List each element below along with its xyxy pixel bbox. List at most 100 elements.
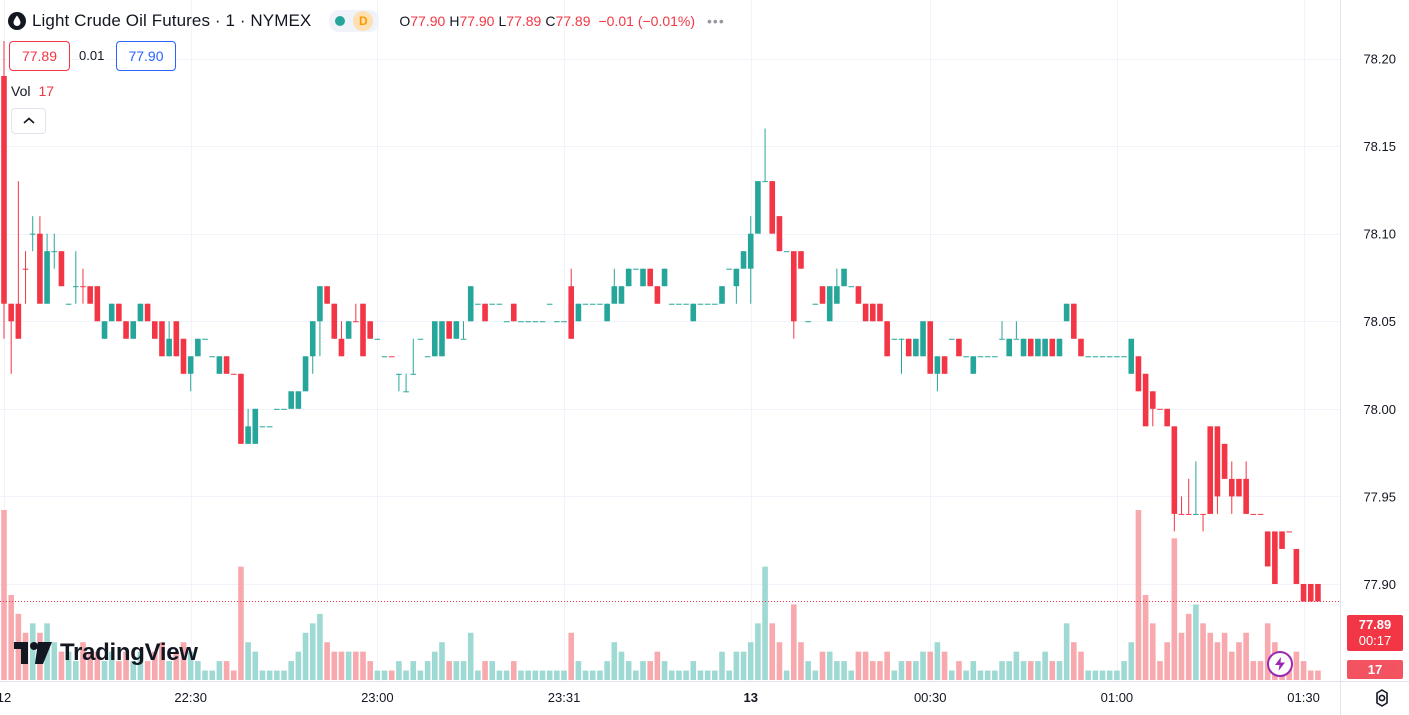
volume-bar [496,670,503,680]
candle-body [956,338,962,357]
candle-body [1035,338,1041,357]
volume-bar [1150,623,1156,680]
candle-body [1099,356,1106,358]
candle-body [388,356,395,358]
candle-body [8,303,14,322]
candle-body [87,286,93,304]
candle-body [1164,408,1170,427]
volume-bar [1056,661,1063,680]
volume-bar [769,623,776,680]
high-value: 77.90 [459,13,495,29]
candle-body [1279,531,1285,549]
candle-body [913,338,919,357]
volume-bar [187,651,194,680]
volume-bar [834,661,840,680]
volume-bar [202,670,208,680]
candle-body [848,286,855,288]
candle-body [539,321,546,323]
volume-bar [1243,632,1249,680]
volume-bar [891,670,898,680]
volume-bar [697,670,704,680]
candle-body [44,251,50,304]
candle-body [309,321,316,357]
volume-bar [503,670,510,680]
volume-bar [1135,510,1142,680]
volume-bar [252,651,259,680]
candle-body [747,233,754,269]
candle-body [597,303,603,305]
candle-body [941,356,948,374]
candle-body [266,426,273,428]
volume-bar [625,661,632,680]
candle-body [884,321,890,357]
high-label: H [449,13,460,29]
volume-bar [690,661,697,680]
volume-bar [618,651,625,680]
volume-bar [1307,670,1314,680]
symbol-title[interactable]: Light Crude Oil Futures · 1 · NYMEX [32,11,312,30]
candle-body [611,286,618,304]
candle-body [740,251,747,269]
volume-bar [776,642,783,680]
bar-countdown: 00:17 [1358,633,1392,648]
candle-body [963,356,969,358]
candle-body [905,338,912,357]
volume-bar [905,661,912,680]
tradingview-logo[interactable]: TradingView [14,639,198,667]
volume-bar [561,670,567,680]
tradingview-wordmark: TradingView [60,639,198,666]
volume-bar [1221,632,1228,680]
candle-body [302,356,309,392]
volume-bar [309,623,316,680]
candle-body [295,391,302,409]
candle-body [1207,426,1214,514]
volume-bar [1128,642,1135,680]
collapse-legend-button[interactable] [11,108,46,134]
candle-body [762,181,768,183]
volume-bar [984,670,991,680]
volume-bar [640,661,646,680]
settings-gear-icon[interactable] [1372,688,1392,708]
volume-bar [934,642,941,680]
candle-body [467,286,474,322]
candle-body [798,251,804,269]
volume-bar [317,613,323,680]
volume-bar [611,642,618,680]
more-icon[interactable]: ••• [707,13,725,29]
volume-bar [338,651,345,680]
volume-bar [819,651,826,680]
candle-body [841,268,847,287]
candle-body [1286,531,1293,533]
candle-body [1236,478,1242,497]
candle-body [1092,356,1099,358]
volume-bar [482,661,488,680]
volume-bar [1049,661,1056,680]
candle-body [1013,338,1020,340]
volume-bar [403,670,409,680]
volume-bar [216,661,223,680]
lightning-icon[interactable] [1267,651,1293,677]
buy-price-button[interactable]: 77.90 [116,41,176,71]
candle-body [496,303,503,305]
candle-body [101,321,108,339]
candle-body [424,356,431,358]
candle-body [1142,373,1149,427]
candle-body [554,321,560,323]
candle-body [489,303,496,305]
candle-body [94,286,101,322]
candle-body [252,408,259,444]
volume-bar [410,661,417,680]
candle-body [460,338,467,340]
candle-body [353,321,359,323]
candle-body [862,303,869,322]
sell-price-button[interactable]: 77.89 [9,41,70,71]
price-tick-label: 78.05 [1363,314,1396,329]
volume-bar [417,670,424,680]
candle-body [855,286,862,304]
candle-body [503,321,510,323]
market-status[interactable]: D [329,10,380,32]
candle-body [209,356,216,358]
volume-bar [805,661,811,680]
price-tick-label: 78.20 [1363,52,1396,67]
